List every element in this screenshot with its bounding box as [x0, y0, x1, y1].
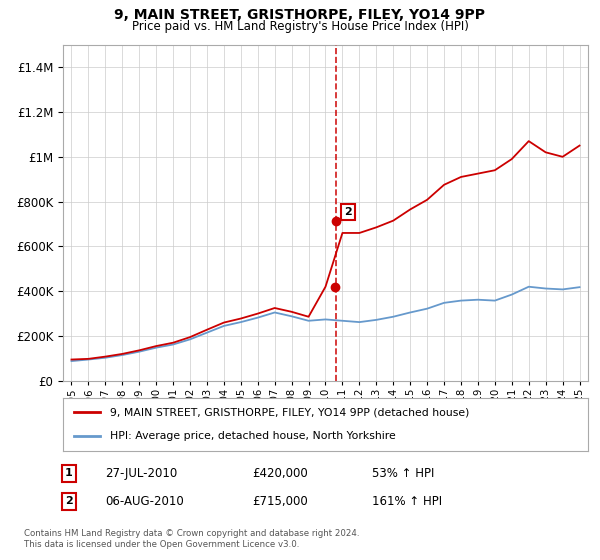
Text: 27-JUL-2010: 27-JUL-2010	[105, 466, 177, 480]
Text: 161% ↑ HPI: 161% ↑ HPI	[372, 494, 442, 508]
Text: 53% ↑ HPI: 53% ↑ HPI	[372, 466, 434, 480]
Text: 06-AUG-2010: 06-AUG-2010	[105, 494, 184, 508]
Text: HPI: Average price, detached house, North Yorkshire: HPI: Average price, detached house, Nort…	[110, 431, 396, 441]
Text: 2: 2	[344, 207, 352, 217]
Text: 9, MAIN STREET, GRISTHORPE, FILEY, YO14 9PP: 9, MAIN STREET, GRISTHORPE, FILEY, YO14 …	[115, 8, 485, 22]
Text: Contains HM Land Registry data © Crown copyright and database right 2024.
This d: Contains HM Land Registry data © Crown c…	[24, 529, 359, 549]
Text: £715,000: £715,000	[252, 494, 308, 508]
Text: 1: 1	[65, 468, 73, 478]
Text: Price paid vs. HM Land Registry's House Price Index (HPI): Price paid vs. HM Land Registry's House …	[131, 20, 469, 32]
Text: 9, MAIN STREET, GRISTHORPE, FILEY, YO14 9PP (detached house): 9, MAIN STREET, GRISTHORPE, FILEY, YO14 …	[110, 408, 470, 418]
Text: £420,000: £420,000	[252, 466, 308, 480]
Text: 2: 2	[65, 496, 73, 506]
